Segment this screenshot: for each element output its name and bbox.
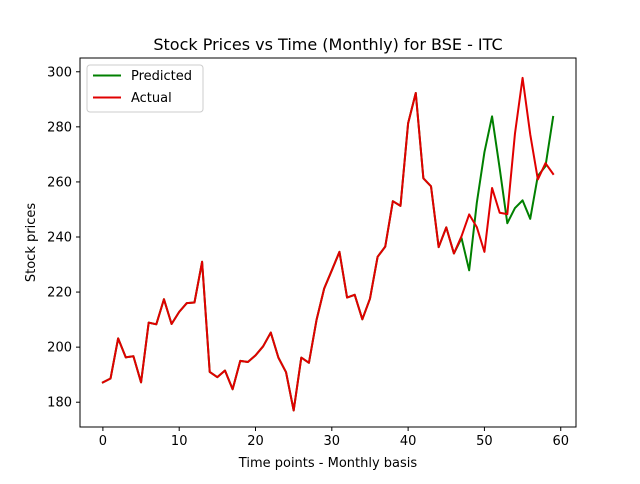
x-tick-label: 10 (171, 434, 188, 449)
series-line-actual (101, 76, 555, 412)
y-tick-label: 180 (47, 396, 72, 411)
y-tick-label: 260 (47, 175, 72, 190)
x-tick-label: 50 (476, 434, 493, 449)
x-tick-label: 30 (324, 434, 341, 449)
legend-label-actual: Actual (131, 91, 172, 106)
x-tick-label: 0 (99, 434, 107, 449)
x-tick-label: 20 (247, 434, 264, 449)
x-axis: 0 10 20 30 40 50 60 (99, 427, 569, 449)
y-axis-label: Stock prices (24, 203, 39, 282)
series-line-predicted (101, 91, 555, 412)
y-tick-label: 200 (47, 341, 72, 356)
x-axis-label: Time points - Monthly basis (238, 456, 418, 471)
x-tick-label: 40 (400, 434, 417, 449)
plot-frame (79, 57, 577, 428)
y-tick-label: 240 (47, 230, 72, 245)
legend-label-predicted: Predicted (131, 69, 192, 84)
y-tick-label: 220 (47, 286, 72, 301)
legend-box (86, 64, 204, 113)
chart-title: Stock Prices vs Time (Monthly) for BSE -… (153, 35, 502, 54)
plot-lines (101, 76, 555, 412)
y-tick-label: 300 (47, 65, 72, 80)
y-tick-label: 280 (47, 120, 72, 135)
x-tick-label: 60 (552, 434, 569, 449)
legend: Predicted Actual (86, 64, 204, 113)
y-axis: 180 200 220 240 260 280 300 (47, 65, 80, 411)
